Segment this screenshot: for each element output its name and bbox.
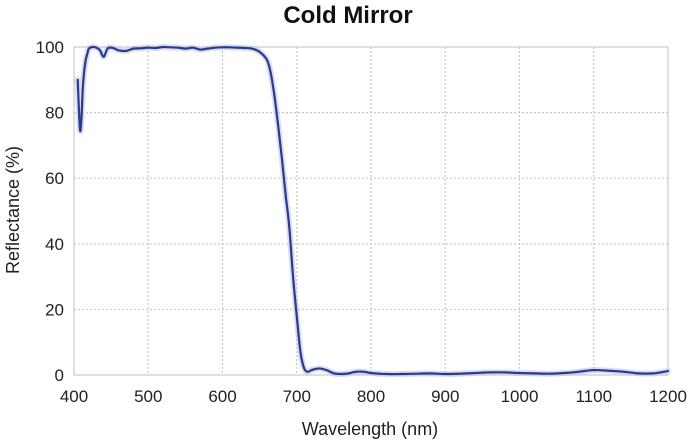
series-line-halo <box>74 43 671 378</box>
y-tick-label: 60 <box>45 169 64 188</box>
x-tick-label: 1200 <box>649 387 687 406</box>
y-axis-title: Reflectance (%) <box>3 146 23 274</box>
x-tick-label: 400 <box>60 387 88 406</box>
x-tick-label: 800 <box>357 387 385 406</box>
x-axis-title: Wavelength (nm) <box>302 419 438 439</box>
gridlines <box>73 46 669 376</box>
x-tick-label: 900 <box>431 387 459 406</box>
x-tick-label: 1100 <box>575 387 612 406</box>
x-tick-label: 700 <box>283 387 311 406</box>
series-layer <box>74 43 671 378</box>
x-tick-labels: 400 500 600 700 800 900 1000 1100 1200 <box>60 387 687 406</box>
series-line <box>76 45 670 376</box>
y-tick-label: 0 <box>55 366 64 385</box>
y-tick-label: 40 <box>45 235 64 254</box>
chart-title: Cold Mirror <box>283 2 412 29</box>
x-tick-label: 1000 <box>501 387 539 406</box>
y-tick-label: 100 <box>36 38 64 57</box>
y-tick-label: 20 <box>45 300 64 319</box>
x-tick-label: 500 <box>134 387 162 406</box>
x-tick-label: 600 <box>208 387 236 406</box>
y-tick-labels: 0 20 40 60 80 100 <box>36 38 64 385</box>
y-tick-label: 80 <box>45 104 64 123</box>
